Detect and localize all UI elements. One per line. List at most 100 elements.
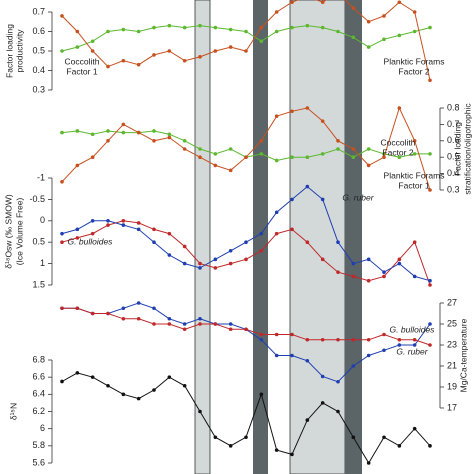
data-point [213, 25, 218, 30]
y-tick-label: 19 [447, 381, 457, 391]
data-point [259, 152, 264, 156]
data-point [351, 435, 356, 440]
data-point [290, 452, 294, 457]
series-line [61, 106, 431, 191]
data-point [228, 261, 233, 266]
data-point [428, 188, 432, 192]
data-point [351, 337, 356, 342]
data-point [290, 332, 294, 337]
data-point [167, 375, 172, 379]
data-point [152, 25, 156, 30]
data-point [259, 337, 264, 342]
data-point [167, 322, 172, 326]
data-point [60, 379, 64, 384]
y-tick-label: -0.5 [29, 194, 45, 204]
data-point [106, 311, 110, 316]
data-point [336, 337, 340, 342]
data-point [366, 353, 371, 358]
data-point [290, 155, 294, 159]
y-tick-label: 0.5 [447, 152, 460, 162]
data-point [336, 379, 340, 384]
annotation: G. ruber [396, 346, 428, 356]
data-point [320, 119, 325, 123]
data-point [152, 227, 156, 232]
data-point [259, 39, 264, 44]
data-point [75, 371, 80, 375]
data-point [167, 132, 172, 137]
annotation: G. bulloides [68, 236, 114, 246]
data-point [305, 418, 310, 422]
data-point [121, 316, 126, 321]
data-point [228, 322, 233, 326]
data-point [198, 147, 202, 151]
data-point [106, 139, 110, 143]
annotation: Factor 2 [398, 66, 429, 76]
data-point [198, 322, 202, 326]
y-tick-label: 0.4 [32, 65, 45, 75]
data-point [228, 327, 233, 332]
data-point [60, 49, 64, 53]
y-tick-label: 6.6 [32, 372, 45, 382]
data-point [244, 435, 248, 440]
data-point [397, 106, 402, 110]
axis-label: δ¹⁵N [8, 403, 18, 420]
y-tick-label: 23 [447, 339, 457, 349]
data-point [351, 274, 356, 279]
y-tick-label: 0.4 [447, 168, 460, 178]
y-tick-label: -1 [37, 172, 45, 182]
data-point [75, 129, 80, 133]
data-point [60, 306, 64, 311]
data-point [412, 426, 417, 431]
data-point [336, 29, 340, 34]
data-point [428, 278, 432, 283]
y-tick-label: 25 [447, 318, 457, 328]
data-point [106, 129, 110, 133]
data-point [336, 409, 340, 414]
data-point [152, 139, 156, 143]
shaded-interval [194, 0, 211, 474]
data-point [121, 306, 126, 311]
series-line [61, 25, 431, 52]
data-point [75, 236, 80, 240]
data-point [320, 25, 325, 30]
data-point [167, 23, 172, 28]
series-line [62, 307, 431, 346]
data-point [198, 23, 202, 28]
data-point [320, 152, 325, 156]
data-point [121, 392, 126, 397]
y-tick-label: 0.8 [447, 102, 460, 112]
data-point [228, 27, 233, 32]
data-point [167, 253, 172, 257]
data-point [305, 155, 310, 159]
data-point [259, 231, 264, 236]
data-point [75, 227, 80, 232]
data-point [382, 155, 386, 159]
data-point [412, 343, 417, 347]
data-point [366, 257, 371, 262]
axis-label: Factor loading [4, 24, 14, 78]
data-point [167, 316, 172, 321]
data-point [259, 139, 264, 143]
data-point [228, 444, 233, 448]
data-point [244, 155, 248, 159]
y-tick-label: 0.5 [32, 237, 45, 247]
data-point [244, 257, 248, 262]
data-point [106, 29, 110, 34]
data-point [412, 240, 417, 244]
data-point [228, 147, 233, 151]
y-tick-label: 6 [40, 423, 45, 433]
data-point [397, 0, 402, 5]
data-point [428, 343, 432, 347]
data-point [198, 316, 202, 321]
data-point [121, 27, 126, 32]
data-point [136, 396, 141, 401]
data-point [428, 444, 432, 448]
data-point [136, 316, 141, 321]
data-point [259, 332, 264, 337]
data-point [366, 19, 371, 24]
y-tick-label: 0.3 [32, 84, 45, 94]
data-point [121, 219, 126, 223]
data-point [412, 139, 417, 143]
data-point [320, 337, 325, 342]
data-point [152, 322, 156, 326]
